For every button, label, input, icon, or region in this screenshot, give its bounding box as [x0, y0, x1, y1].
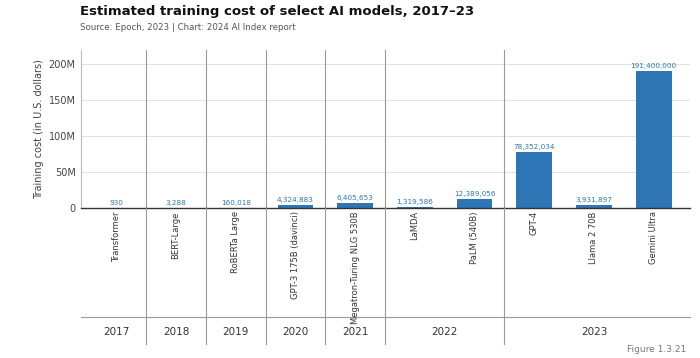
- Text: Llama 2 70B: Llama 2 70B: [589, 211, 598, 263]
- Text: LaMDA: LaMDA: [410, 211, 419, 240]
- Text: Estimated training cost of select AI models, 2017–23: Estimated training cost of select AI mod…: [80, 5, 475, 18]
- Text: BERT-Large: BERT-Large: [172, 211, 181, 258]
- Text: Gemini Ultra: Gemini Ultra: [649, 211, 658, 264]
- Text: 2021: 2021: [342, 326, 368, 337]
- Text: Source: Epoch, 2023 | Chart: 2024 AI Index report: Source: Epoch, 2023 | Chart: 2024 AI Ind…: [80, 23, 296, 32]
- Text: 2018: 2018: [163, 326, 189, 337]
- Text: 160,018: 160,018: [220, 200, 251, 206]
- Bar: [636, 71, 671, 208]
- Text: 2020: 2020: [282, 326, 309, 337]
- Bar: [517, 151, 552, 208]
- Text: 4,324,883: 4,324,883: [277, 197, 314, 203]
- Text: 3,931,897: 3,931,897: [575, 197, 612, 203]
- Text: RoBERTa Large: RoBERTa Large: [231, 211, 240, 274]
- Text: 2023: 2023: [581, 326, 607, 337]
- Text: 6,405,653: 6,405,653: [337, 195, 374, 202]
- Bar: [456, 199, 493, 208]
- Text: 12,389,056: 12,389,056: [454, 191, 496, 197]
- Text: 191,400,000: 191,400,000: [631, 63, 677, 69]
- Text: GPT-4: GPT-4: [530, 211, 539, 235]
- Text: Megatron-Turing NLG 530B: Megatron-Turing NLG 530B: [351, 211, 360, 324]
- Text: PaLM (540B): PaLM (540B): [470, 211, 479, 264]
- Text: 1,319,586: 1,319,586: [396, 199, 433, 205]
- Text: Figure 1.3.21: Figure 1.3.21: [626, 345, 686, 354]
- Text: 2019: 2019: [223, 326, 249, 337]
- Bar: [397, 207, 433, 208]
- Text: 2017: 2017: [103, 326, 130, 337]
- Text: 78,352,034: 78,352,034: [514, 144, 555, 150]
- Text: 3,288: 3,288: [166, 200, 186, 206]
- Text: 2022: 2022: [431, 326, 458, 337]
- Bar: [576, 205, 612, 208]
- Bar: [337, 203, 373, 208]
- Text: GPT-3 175B (davinci): GPT-3 175B (davinci): [291, 211, 300, 299]
- Text: Transformer: Transformer: [112, 211, 121, 262]
- Bar: [277, 204, 314, 208]
- Y-axis label: Training cost (in U.S. dollars): Training cost (in U.S. dollars): [34, 59, 45, 199]
- Text: 930: 930: [109, 200, 123, 206]
